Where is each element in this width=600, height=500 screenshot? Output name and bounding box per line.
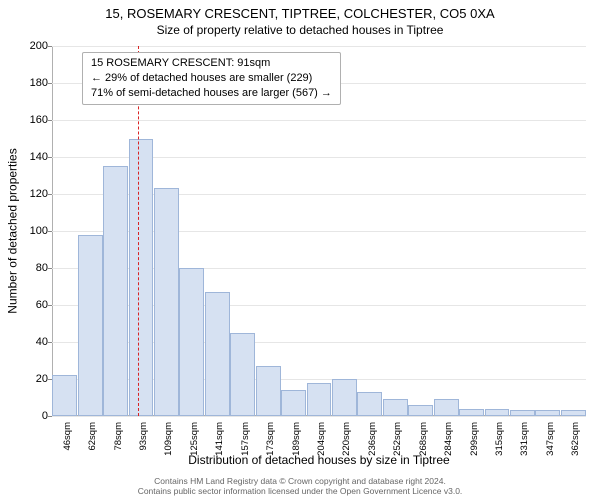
chart-subtitle: Size of property relative to detached ho… [0,23,600,37]
y-tick-label: 20 [4,373,48,385]
x-tick-label: 236sqm [370,388,381,422]
x-tick-label: 109sqm [166,388,177,422]
x-tick-label: 204sqm [319,388,330,422]
y-tick-label: 120 [4,188,48,200]
x-tick-label: 299sqm [472,388,483,422]
y-tick-label: 140 [4,151,48,163]
y-tick-label: 200 [4,40,48,52]
y-tick [48,120,52,121]
y-tick [48,46,52,47]
grid-line [52,120,586,121]
x-tick-label: 362sqm [573,388,584,422]
histogram-bar [78,235,103,416]
x-tick-label: 93sqm [141,393,152,422]
y-tick [48,342,52,343]
footer-attribution: Contains HM Land Registry data © Crown c… [0,476,600,496]
y-tick-label: 80 [4,262,48,274]
x-tick-label: 46sqm [65,393,76,422]
x-tick-label: 220sqm [344,388,355,422]
y-tick-label: 180 [4,77,48,89]
footer-line-2: Contains public sector information licen… [0,486,600,496]
x-tick-label: 315sqm [497,388,508,422]
y-tick [48,268,52,269]
footer-line-1: Contains HM Land Registry data © Crown c… [0,476,600,486]
x-tick-label: 252sqm [395,388,406,422]
y-tick [48,231,52,232]
legend-box: 15 ROSEMARY CRESCENT: 91sqm ← 29% of det… [82,52,341,105]
x-tick-label: 62sqm [90,393,101,422]
x-tick-label: 284sqm [446,388,457,422]
y-tick-label: 40 [4,336,48,348]
chart-title: 15, ROSEMARY CRESCENT, TIPTREE, COLCHEST… [0,6,600,21]
histogram-bar [154,188,179,416]
grid-line [52,46,586,47]
x-tick-label: 347sqm [548,388,559,422]
x-tick-label: 173sqm [268,388,279,422]
y-tick [48,157,52,158]
x-tick-label: 78sqm [116,393,127,422]
x-tick-label: 331sqm [522,388,533,422]
plot-area: 15 ROSEMARY CRESCENT: 91sqm ← 29% of det… [52,46,586,416]
x-tick-label: 189sqm [294,388,305,422]
legend-line-2: ← 29% of detached houses are smaller (22… [91,71,332,86]
histogram-bar [103,166,128,416]
y-tick-label: 160 [4,114,48,126]
x-tick-label: 157sqm [243,388,254,422]
y-tick-label: 60 [4,299,48,311]
y-tick-label: 0 [4,410,48,422]
y-tick [48,416,52,417]
x-tick-label: 141sqm [217,388,228,422]
x-tick-label: 125sqm [192,388,203,422]
histogram-bar [129,139,154,417]
y-tick [48,305,52,306]
legend-line-1: 15 ROSEMARY CRESCENT: 91sqm [91,56,332,71]
legend-line-3: 71% of semi-detached houses are larger (… [91,86,332,101]
x-axis-label: Distribution of detached houses by size … [52,453,586,467]
histogram-chart: 15, ROSEMARY CRESCENT, TIPTREE, COLCHEST… [0,0,600,500]
y-tick [48,83,52,84]
y-tick [48,194,52,195]
x-tick-label: 268sqm [421,388,432,422]
y-tick-label: 100 [4,225,48,237]
